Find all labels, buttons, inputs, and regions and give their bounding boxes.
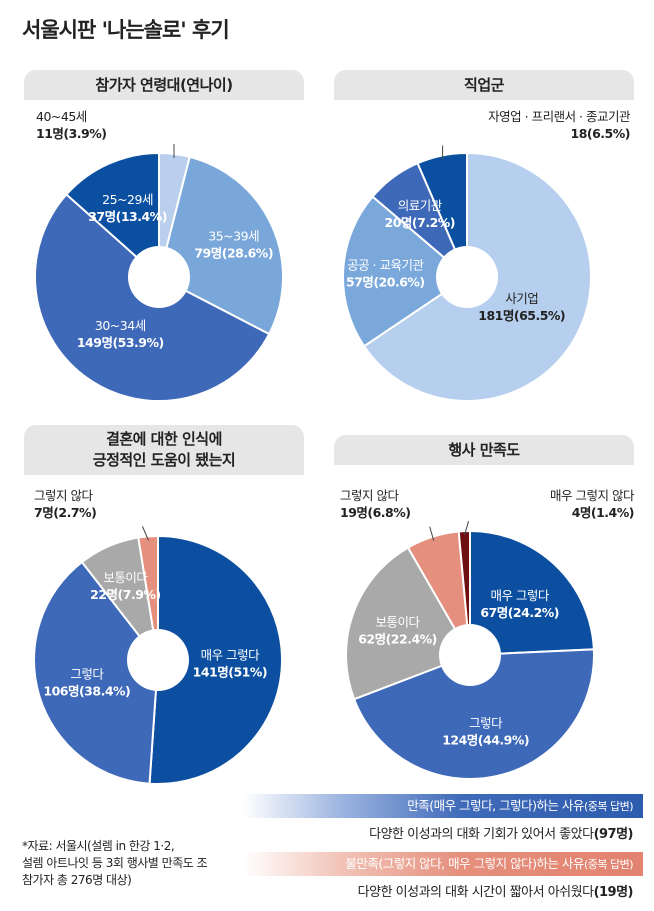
satisfied-header-text: 만족(매우 그렇다, 그렇다)하는 사유 bbox=[407, 798, 584, 813]
slice-label-job-public: 공공 · 교육기관 bbox=[347, 257, 424, 272]
pie-slice-age-25-29 bbox=[65, 151, 160, 280]
slice-label-marriage-yes: 그렇다 bbox=[70, 667, 104, 682]
source-note-line: 참가자 총 276명 대상) bbox=[22, 873, 132, 887]
panel-title-satisfaction: 행사 만족도 bbox=[334, 435, 634, 465]
slice-value-job-medical: 20명(7.2%) bbox=[385, 215, 456, 230]
callout-value: 7명(2.7%) bbox=[34, 505, 97, 520]
pie-slice-marriage-yes bbox=[33, 560, 160, 785]
satisfied-reason-text: 다양한 이성과의 대화 기회가 있어서 좋았다 bbox=[369, 827, 594, 842]
callout-satisfaction-no: 그렇지 않다 19명(6.8%) bbox=[340, 487, 411, 521]
callout-satisfaction-very-no: 매우 그렇지 않다 4명(1.4%) bbox=[460, 487, 634, 521]
slice-label-marriage-neutral: 보통이다 bbox=[103, 570, 148, 585]
slice-label-age-30-34: 30~34세 bbox=[95, 318, 146, 333]
panel-title-age: 참가자 연령대(연나이) bbox=[24, 70, 304, 100]
slice-label-marriage-very-yes: 매우 그렇다 bbox=[201, 647, 260, 662]
pie-center-hole bbox=[439, 624, 501, 686]
slice-value-satisfaction-yes: 124명(44.9%) bbox=[442, 732, 529, 747]
slice-value-job-private: 181명(65.5%) bbox=[478, 308, 565, 323]
slice-value-satisfaction-very-yes: 67명(24.2%) bbox=[480, 605, 559, 620]
panel-title-marriage: 결혼에 대한 인식에 긍정적인 도움이 됐는지 bbox=[24, 425, 304, 475]
pie-slice-marriage-no bbox=[137, 534, 159, 661]
age-pie-chart: 35~39세 79명(28.6%) 30~34세 149명(53.9%) 25~29세 3… bbox=[34, 143, 284, 402]
callout-value: 18(6.5%) bbox=[570, 126, 631, 141]
dissatisfied-reason-count: (19명) bbox=[593, 885, 634, 900]
pie-center-hole bbox=[128, 246, 190, 308]
callout-label: 40~45세 bbox=[36, 109, 87, 124]
callout-label: 매우 그렇지 않다 bbox=[550, 488, 634, 503]
dissatisfied-header-text: 불만족(그렇지 않다, 매우 그렇지 않다)하는 사유 bbox=[345, 856, 584, 871]
pie-slice-job-self-employed bbox=[416, 151, 468, 278]
dissatisfied-header-note: (중복 답변) bbox=[583, 858, 634, 871]
satisfied-reason-header: 만족(매우 그렇다, 그렇다)하는 사유(중복 답변) bbox=[243, 794, 643, 818]
slice-value-age-25-29: 37명(13.4%) bbox=[88, 209, 167, 224]
slice-value-age-35-39: 79명(28.6%) bbox=[194, 246, 273, 261]
pie-center-hole bbox=[127, 629, 189, 691]
source-note-line: 설렘 아트나잇 등 3회 행사별 만족도 조 bbox=[22, 856, 208, 870]
panel-title-job: 직업군 bbox=[334, 70, 634, 100]
slice-label-satisfaction-yes: 그렇다 bbox=[469, 715, 503, 730]
dissatisfied-reason: 다양한 이성과의 대화 시간이 짧아서 아쉬웠다(19명) bbox=[243, 881, 643, 905]
callout-label: 그렇지 않다 bbox=[34, 488, 93, 503]
source-note: *자료: 서울시(설렘 in 한강 1·2, 설렘 아트나잇 등 3회 행사별 … bbox=[22, 838, 244, 889]
callout-value: 11명(3.9%) bbox=[36, 126, 107, 141]
pie-slice-satisfaction-very-yes bbox=[469, 529, 595, 657]
slice-value-satisfaction-neutral: 62명(22.4%) bbox=[358, 631, 437, 646]
job-pie-chart: 사기업 181명(65.5%) 공공 · 교육기관 57명(20.6%) 의료기관 20명… bbox=[342, 145, 592, 402]
callout-label: 자영업 · 프리랜서 · 종교기관 bbox=[488, 109, 630, 124]
pie-slice-satisfaction-very-no bbox=[457, 529, 471, 656]
satisfied-header-note: (중복 답변) bbox=[583, 800, 634, 813]
leader-line-marriage-no bbox=[141, 526, 149, 541]
dissatisfied-reason-text: 다양한 이성과의 대화 시간이 짧아서 아쉬웠다 bbox=[357, 885, 594, 900]
satisfaction-pie-chart: 매우 그렇다 67명(24.2%) 그렇다 124명(44.9%) 보통이다 62명(22… bbox=[345, 520, 595, 780]
pie-slice-satisfaction-neutral bbox=[345, 546, 472, 701]
page-title: 서울시판 '나는솔로' 후기 bbox=[22, 18, 230, 42]
callout-marriage-no: 그렇지 않다 7명(2.7%) bbox=[34, 487, 97, 521]
pie-slice-age-35-39 bbox=[157, 155, 284, 336]
slice-label-age-25-29: 25~29세 bbox=[102, 192, 153, 207]
panel-title-marriage-line2: 긍정적인 도움이 됐는지 bbox=[92, 451, 236, 469]
dissatisfied-reason-header: 불만족(그렇지 않다, 매우 그렇지 않다)하는 사유(중복 답변) bbox=[243, 852, 643, 876]
slice-value-marriage-neutral: 22명(7.9%) bbox=[90, 587, 161, 602]
source-note-line: *자료: 서울시(설렘 in 한강 1·2, bbox=[22, 839, 175, 853]
pie-center-hole bbox=[436, 246, 498, 308]
callout-age-40-45: 40~45세 11명(3.9%) bbox=[36, 108, 107, 142]
pie-slice-satisfaction-yes bbox=[352, 648, 595, 780]
leader-line-satisfaction-no bbox=[429, 526, 435, 541]
pie-slice-job-public bbox=[342, 195, 469, 348]
slice-label-job-medical: 의료기관 bbox=[398, 198, 443, 213]
satisfied-reason: 다양한 이성과의 대화 기회가 있어서 좋았다(97명) bbox=[243, 823, 643, 847]
slice-value-marriage-yes: 106명(38.4%) bbox=[43, 684, 130, 699]
slice-label-satisfaction-very-yes: 매우 그렇다 bbox=[490, 588, 549, 603]
callout-value: 4명(1.4%) bbox=[571, 505, 635, 520]
callout-job-self-employed: 자영업 · 프리랜서 · 종교기관 18(6.5%) bbox=[430, 108, 630, 142]
slice-value-age-30-34: 149명(53.9%) bbox=[77, 335, 164, 350]
satisfied-reason-count: (97명) bbox=[593, 827, 634, 842]
callout-value: 19명(6.8%) bbox=[340, 505, 411, 520]
marriage-pie-chart: 매우 그렇다 141명(51%) 그렇다 106명(38.4%) 보통이다 22명(7.9… bbox=[33, 526, 283, 785]
slice-label-job-private: 사기업 bbox=[505, 291, 538, 306]
slice-value-job-public: 57명(20.6%) bbox=[346, 274, 425, 289]
slice-label-satisfaction-neutral: 보통이다 bbox=[376, 614, 421, 629]
panel-title-marriage-line1: 결혼에 대한 인식에 bbox=[106, 430, 222, 448]
leader-line-satisfaction-very-no bbox=[464, 520, 470, 536]
callout-label: 그렇지 않다 bbox=[340, 488, 399, 503]
pie-slice-marriage-very-yes bbox=[148, 534, 283, 785]
slice-label-age-35-39: 35~39세 bbox=[208, 229, 259, 244]
slice-value-marriage-very-yes: 141명(51%) bbox=[193, 664, 267, 679]
